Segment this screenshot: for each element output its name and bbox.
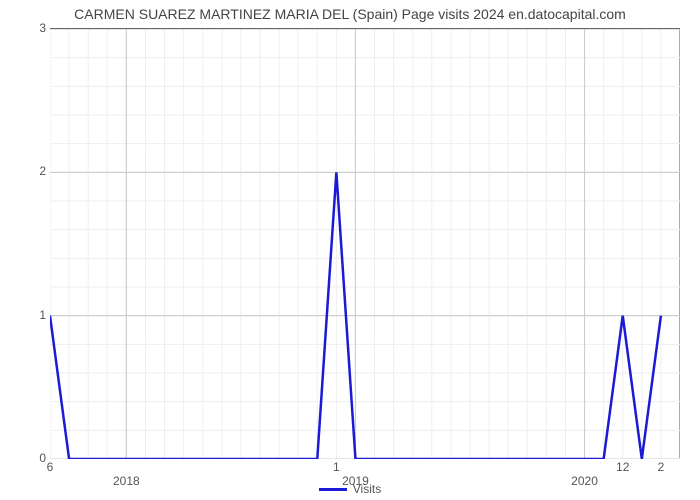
xtick-secondary-label: 6 [47,460,54,474]
ytick-label: 0 [30,451,46,465]
ytick-label: 2 [30,164,46,178]
xtick-secondary-label: 2 [658,460,665,474]
ytick-label: 3 [30,21,46,35]
ytick-label: 1 [30,308,46,322]
legend-swatch [319,488,347,491]
legend-label: Visits [353,482,381,496]
chart-title: CARMEN SUAREZ MARTINEZ MARIA DEL (Spain)… [0,6,700,22]
xtick-secondary-label: 12 [616,460,629,474]
chart-svg [50,29,680,459]
xtick-secondary-label: 1 [333,460,340,474]
legend: Visits [0,482,700,496]
figure: CARMEN SUAREZ MARTINEZ MARIA DEL (Spain)… [0,0,700,500]
plot-area [50,28,680,458]
